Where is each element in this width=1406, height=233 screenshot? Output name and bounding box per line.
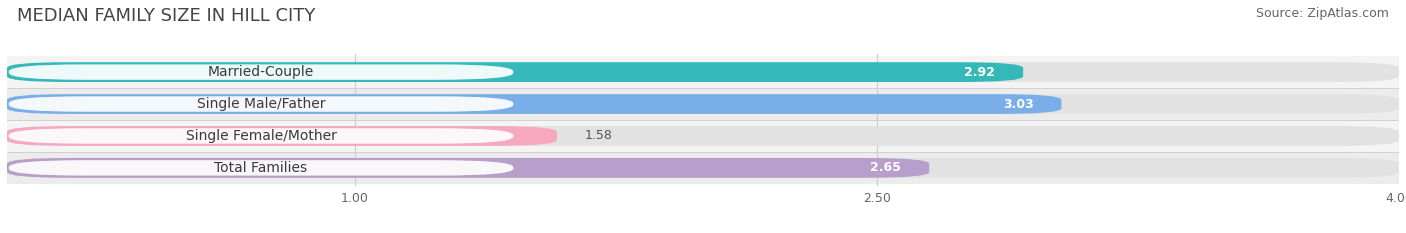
Text: Source: ZipAtlas.com: Source: ZipAtlas.com — [1256, 7, 1389, 20]
FancyBboxPatch shape — [7, 158, 1399, 178]
FancyBboxPatch shape — [7, 62, 1024, 82]
FancyBboxPatch shape — [7, 94, 1062, 114]
FancyBboxPatch shape — [7, 126, 557, 146]
Text: 2.92: 2.92 — [965, 66, 995, 79]
FancyBboxPatch shape — [8, 128, 513, 144]
FancyBboxPatch shape — [7, 62, 1399, 82]
FancyBboxPatch shape — [7, 152, 1399, 184]
FancyBboxPatch shape — [8, 96, 513, 112]
FancyBboxPatch shape — [7, 56, 1399, 88]
FancyBboxPatch shape — [7, 94, 1399, 114]
FancyBboxPatch shape — [7, 158, 929, 178]
Text: 1.58: 1.58 — [585, 130, 613, 142]
FancyBboxPatch shape — [7, 88, 1399, 120]
Text: MEDIAN FAMILY SIZE IN HILL CITY: MEDIAN FAMILY SIZE IN HILL CITY — [17, 7, 315, 25]
FancyBboxPatch shape — [7, 120, 1399, 152]
Text: Single Male/Father: Single Male/Father — [197, 97, 325, 111]
FancyBboxPatch shape — [7, 126, 1399, 146]
FancyBboxPatch shape — [8, 160, 513, 176]
Text: 3.03: 3.03 — [1002, 98, 1033, 110]
Text: Total Families: Total Families — [215, 161, 308, 175]
Text: 2.65: 2.65 — [870, 161, 901, 174]
Text: Single Female/Mother: Single Female/Mother — [186, 129, 336, 143]
FancyBboxPatch shape — [8, 64, 513, 80]
Text: Married-Couple: Married-Couple — [208, 65, 314, 79]
